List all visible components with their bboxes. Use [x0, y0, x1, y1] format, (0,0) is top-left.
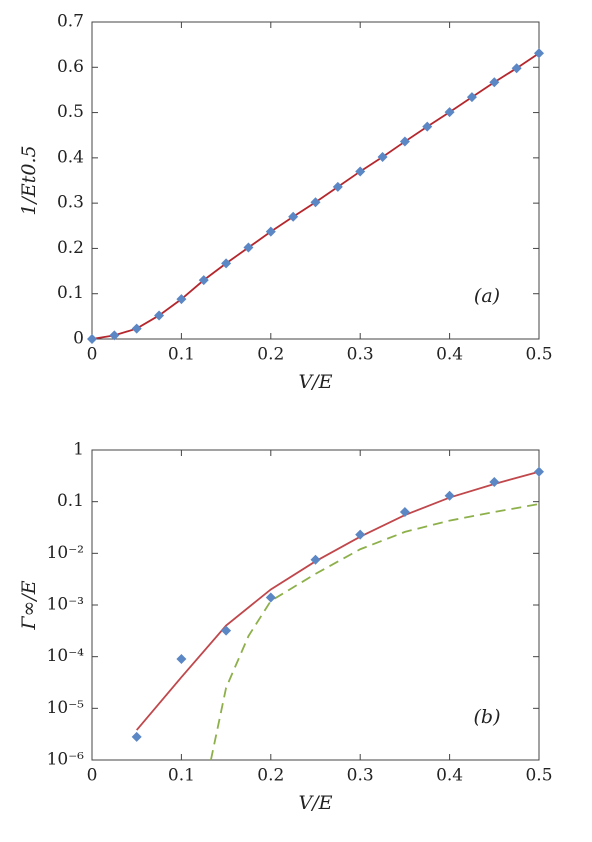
- curve: [136, 470, 540, 731]
- data-point: [355, 529, 366, 540]
- data-point: [399, 507, 410, 518]
- data-point: [444, 490, 455, 501]
- y-tick-label: 0: [73, 329, 84, 349]
- y-tick-label: 10⁻⁶: [47, 750, 85, 770]
- x-tick-label: 0: [87, 345, 98, 365]
- data-point: [198, 275, 209, 286]
- x-tick-label: 0.5: [525, 766, 552, 786]
- data-point: [87, 334, 97, 344]
- data-point: [377, 151, 388, 162]
- plot-frame: [91, 449, 540, 761]
- data-point: [332, 181, 343, 192]
- x-tick-label: 0.2: [257, 345, 284, 365]
- data-point: [109, 330, 120, 341]
- data-point: [310, 197, 321, 208]
- y-tick-label: 10⁻⁴: [47, 646, 85, 666]
- data-point: [489, 77, 500, 88]
- y-axis-label: Γ∞/E: [18, 580, 40, 630]
- y-tick-label: 0.5: [57, 102, 84, 122]
- y-tick-label: 10⁻⁵: [47, 698, 85, 718]
- y-tick-label: 0.3: [57, 193, 84, 213]
- data-point: [444, 107, 455, 118]
- data-point: [399, 136, 410, 147]
- data-point: [265, 226, 276, 237]
- y-tick-label: 10⁻²: [47, 543, 84, 563]
- data-point: [534, 466, 544, 477]
- data-point: [265, 592, 276, 603]
- curve: [210, 503, 540, 761]
- y-tick-label: 0.1: [57, 283, 84, 303]
- x-tick-label: 0: [87, 766, 98, 786]
- y-tick-label: 0.2: [57, 238, 84, 258]
- x-tick-label: 0.3: [347, 345, 374, 365]
- data-point: [422, 121, 433, 132]
- y-tick-label: 0.1: [57, 491, 84, 511]
- data-point: [466, 92, 477, 103]
- x-tick-label: 0.2: [257, 766, 284, 786]
- x-tick-label: 0.5: [525, 345, 552, 365]
- data-point: [221, 625, 232, 636]
- data-point: [176, 654, 187, 665]
- y-tick-label: 0.4: [57, 147, 84, 167]
- x-tick-label: 0.4: [436, 766, 463, 786]
- data-point: [176, 294, 187, 305]
- data-point: [243, 242, 254, 253]
- x-tick-label: 0.1: [168, 345, 195, 365]
- x-axis-label: V/E: [299, 371, 333, 393]
- x-tick-label: 0.4: [436, 345, 463, 365]
- y-tick-label: 0.7: [57, 12, 84, 32]
- x-tick-label: 0.3: [347, 766, 374, 786]
- data-point: [489, 477, 500, 488]
- data-point: [534, 48, 544, 59]
- data-point: [288, 211, 299, 222]
- y-tick-label: 10⁻³: [47, 595, 84, 615]
- x-axis-label: V/E: [299, 792, 333, 814]
- data-point: [131, 731, 142, 742]
- plot-frame: [91, 21, 540, 340]
- y-tick-label: 0.6: [57, 57, 84, 77]
- data-point: [511, 63, 522, 74]
- data-point: [221, 258, 232, 269]
- y-axis-label: 1/Et0.5: [18, 145, 40, 215]
- data-point: [310, 554, 321, 565]
- data-point: [154, 310, 165, 321]
- annotation: (b): [474, 706, 501, 728]
- annotation: (a): [474, 285, 500, 307]
- x-tick-label: 0.1: [168, 766, 195, 786]
- y-tick-label: 1: [73, 440, 84, 460]
- data-point: [131, 323, 142, 334]
- data-point: [355, 166, 366, 177]
